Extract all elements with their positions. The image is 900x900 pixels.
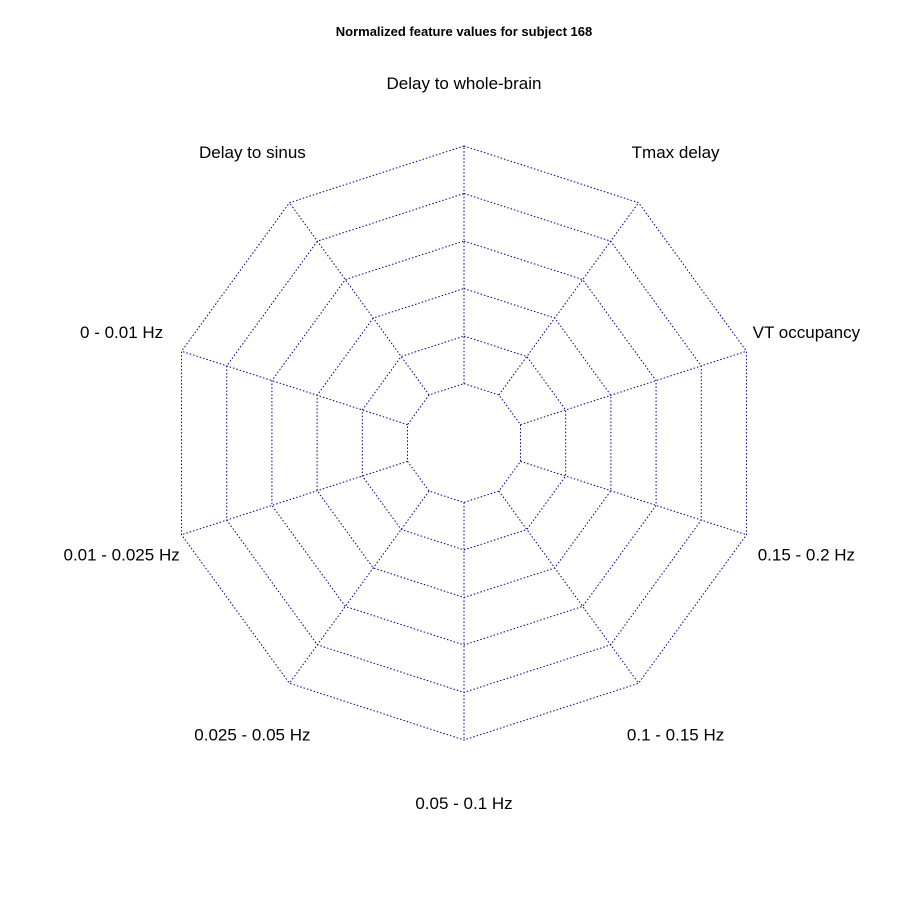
axis-spoke (498, 202, 639, 396)
axis-label: 0.15 - 0.2 Hz (758, 545, 855, 564)
axis-label: Delay to whole-brain (387, 74, 542, 93)
chart-title: Normalized feature values for subject 16… (336, 24, 592, 39)
axis-label: 0.1 - 0.15 Hz (627, 725, 724, 744)
axis-label: Tmax delay (632, 143, 720, 162)
radar-spokes (181, 146, 747, 740)
axis-spoke (520, 460, 747, 536)
grid-ring-1 (361, 335, 567, 551)
axis-spoke (498, 490, 639, 684)
axis-spoke (520, 350, 747, 426)
axis-label: 0.025 - 0.05 Hz (194, 725, 310, 744)
axis-label: 0 - 0.01 Hz (80, 323, 163, 342)
axis-label: VT occupancy (753, 323, 861, 342)
axis-spoke (181, 460, 408, 536)
grid-ring-5 (181, 145, 747, 741)
axis-spoke (181, 350, 408, 426)
axis-spoke (289, 490, 430, 684)
grid-ring-0 (407, 383, 521, 503)
axis-labels: Delay to whole-brain Tmax delay VT occupan… (63, 74, 860, 813)
grid-ring-2 (316, 288, 612, 598)
axis-label: 0.05 - 0.1 Hz (415, 794, 512, 813)
axis-label: 0.01 - 0.025 Hz (63, 545, 179, 564)
grid-ring-4 (226, 192, 702, 694)
grid-ring-3 (271, 240, 657, 646)
axis-label: Delay to sinus (199, 143, 306, 162)
axis-spoke (289, 202, 430, 396)
